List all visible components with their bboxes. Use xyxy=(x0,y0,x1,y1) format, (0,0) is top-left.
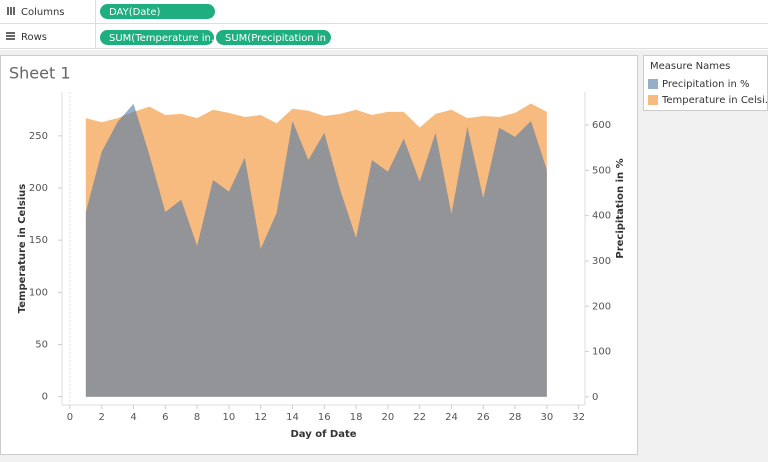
x-tick-label: 14 xyxy=(286,412,299,423)
y2-tick-label: 600 xyxy=(592,120,611,131)
x-tick-label: 28 xyxy=(509,412,522,423)
x-tick-label: 0 xyxy=(67,412,73,423)
sheet-title[interactable]: Sheet 1 xyxy=(9,64,71,83)
y2-tick-label: 0 xyxy=(592,392,598,403)
y2-axis-title: Precipitation in % xyxy=(615,158,626,258)
y2-tick-label: 400 xyxy=(592,211,611,222)
rows-icon xyxy=(6,32,15,40)
x-tick-label: 10 xyxy=(223,412,236,423)
x-tick-label: 20 xyxy=(382,412,395,423)
pill[interactable] xyxy=(100,4,215,19)
pill[interactable] xyxy=(100,30,214,45)
y-tick-label: 0 xyxy=(42,392,48,403)
x-tick-label: 30 xyxy=(540,412,553,423)
x-axis-title: Day of Date xyxy=(290,429,356,440)
y-tick-label: 100 xyxy=(29,287,48,298)
y-tick-label: 250 xyxy=(29,131,48,142)
x-tick-label: 26 xyxy=(477,412,490,423)
legend-swatch[interactable] xyxy=(648,95,658,105)
x-tick-label: 32 xyxy=(572,412,585,423)
pill[interactable] xyxy=(216,30,331,45)
x-tick-label: 12 xyxy=(254,412,267,423)
y-tick-label: 200 xyxy=(29,183,48,194)
x-tick-label: 8 xyxy=(194,412,200,423)
x-tick-label: 22 xyxy=(413,412,426,423)
x-tick-label: 2 xyxy=(99,412,105,423)
area[interactable] xyxy=(85,103,547,397)
y2-tick-label: 300 xyxy=(592,256,611,267)
x-tick-label: 24 xyxy=(445,412,458,423)
x-tick-label: 18 xyxy=(350,412,363,423)
legend-swatch[interactable] xyxy=(648,79,658,89)
legend-label[interactable]: Precipitation in % xyxy=(662,79,749,90)
y2-tick-label: 500 xyxy=(592,165,611,176)
pill-label[interactable]: SUM(Precipitation in .. xyxy=(225,33,336,44)
y2-tick-label: 100 xyxy=(592,347,611,358)
y-tick-label: 50 xyxy=(35,339,48,350)
legend-title: Measure Names xyxy=(650,61,730,72)
columns-icon xyxy=(7,7,15,15)
columns-label: Columns xyxy=(21,7,65,18)
y-axis-title: Temperature in Celsius xyxy=(17,184,28,313)
legend-label[interactable]: Temperature in Celsi.. xyxy=(661,95,768,106)
rows-label: Rows xyxy=(21,32,47,43)
y-tick-label: 150 xyxy=(29,235,48,246)
x-tick-label: 16 xyxy=(318,412,331,423)
pill-label[interactable]: DAY(Date) xyxy=(109,7,161,18)
x-tick-label: 4 xyxy=(130,412,136,423)
pill-label[interactable]: SUM(Temperature in.. xyxy=(109,33,217,44)
x-tick-label: 6 xyxy=(162,412,168,423)
y2-tick-label: 200 xyxy=(592,301,611,312)
